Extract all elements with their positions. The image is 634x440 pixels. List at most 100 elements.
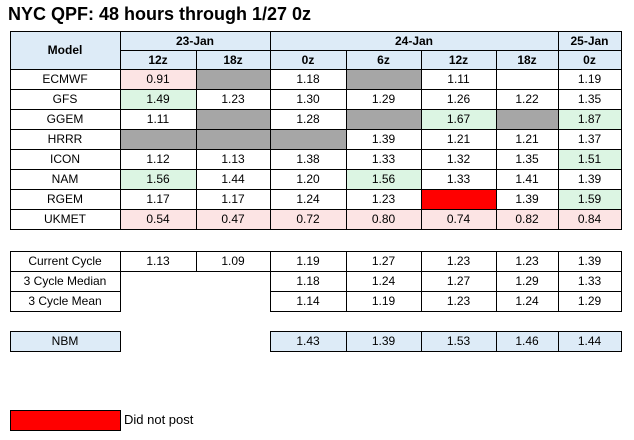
value-cell: 1.18 <box>269 68 347 90</box>
time-header: 6z <box>345 49 422 70</box>
value-cell: 1.53 <box>420 330 497 352</box>
value-cell: 1.59 <box>557 188 622 210</box>
value-cell: 1.27 <box>420 270 497 292</box>
date-header: 23-Jan <box>119 30 271 51</box>
legend-label: Did not post <box>124 412 194 427</box>
nbm-label: NBM <box>9 330 121 352</box>
model-name: ICON <box>9 148 121 170</box>
time-header: 0z <box>269 49 347 70</box>
value-cell: 1.17 <box>195 188 271 210</box>
value-cell: 1.28 <box>269 108 347 130</box>
value-cell: 1.67 <box>420 108 497 130</box>
value-cell: 1.30 <box>269 88 347 110</box>
value-cell: 1.09 <box>195 250 271 272</box>
value-cell: 1.24 <box>269 188 347 210</box>
missing-cell <box>269 128 347 150</box>
value-cell <box>420 188 497 210</box>
value-cell: 1.37 <box>557 128 622 150</box>
date-header: 25-Jan <box>557 30 622 51</box>
value-cell: 0.82 <box>495 208 559 230</box>
time-header: 0z <box>557 49 622 70</box>
value-cell: 1.14 <box>269 290 347 312</box>
summary-label: Current Cycle <box>9 250 121 272</box>
value-cell: 1.23 <box>345 188 422 210</box>
value-cell: 1.33 <box>420 168 497 190</box>
model-name: ECMWF <box>9 68 121 90</box>
value-cell: 1.29 <box>557 290 622 312</box>
value-cell: 1.87 <box>557 108 622 130</box>
missing-cell <box>195 128 271 150</box>
date-header: 24-Jan <box>269 30 559 51</box>
model-name: HRRR <box>9 128 121 150</box>
value-cell: 1.39 <box>495 188 559 210</box>
value-cell: 1.23 <box>195 88 271 110</box>
missing-cell <box>495 108 559 130</box>
value-cell: 1.38 <box>269 148 347 170</box>
time-header: 18z <box>195 49 271 70</box>
value-cell: 1.49 <box>119 88 197 110</box>
value-cell: 1.39 <box>557 250 622 272</box>
value-cell: 1.41 <box>495 168 559 190</box>
value-cell: 1.35 <box>495 148 559 170</box>
value-cell: 1.51 <box>557 148 622 170</box>
value-cell: 1.39 <box>557 168 622 190</box>
missing-cell <box>345 108 422 130</box>
missing-cell <box>195 68 271 90</box>
time-header: 12z <box>119 49 197 70</box>
value-cell: 1.46 <box>495 330 559 352</box>
time-header: 12z <box>420 49 497 70</box>
value-cell: 1.23 <box>420 290 497 312</box>
value-cell: 1.33 <box>345 148 422 170</box>
value-cell: 1.24 <box>495 290 559 312</box>
value-cell: 1.19 <box>557 68 622 90</box>
value-cell: 1.18 <box>269 270 347 292</box>
value-cell: 1.11 <box>119 108 197 130</box>
value-cell: 1.26 <box>420 88 497 110</box>
value-cell: 1.39 <box>345 330 422 352</box>
model-name: NAM <box>9 168 121 190</box>
value-cell: 1.44 <box>195 168 271 190</box>
value-cell: 1.21 <box>420 128 497 150</box>
model-name: RGEM <box>9 188 121 210</box>
value-cell: 0.84 <box>557 208 622 230</box>
missing-cell <box>345 68 422 90</box>
value-cell: 1.35 <box>557 88 622 110</box>
value-cell: 1.29 <box>345 88 422 110</box>
value-cell: 1.23 <box>420 250 497 272</box>
value-cell: 0.91 <box>119 68 197 90</box>
value-cell: 1.44 <box>557 330 622 352</box>
summary-label: 3 Cycle Median <box>9 270 121 292</box>
value-cell: 0.54 <box>119 208 197 230</box>
value-cell: 1.13 <box>119 250 197 272</box>
value-cell: 1.29 <box>495 270 559 292</box>
model-name: GFS <box>9 88 121 110</box>
model-header: Model <box>9 30 121 70</box>
empty-cell <box>495 68 559 90</box>
value-cell: 1.33 <box>557 270 622 292</box>
value-cell: 1.32 <box>420 148 497 170</box>
value-cell: 1.39 <box>345 128 422 150</box>
value-cell: 1.56 <box>345 168 422 190</box>
value-cell: 1.20 <box>269 168 347 190</box>
value-cell: 1.13 <box>195 148 271 170</box>
value-cell: 0.74 <box>420 208 497 230</box>
value-cell: 1.12 <box>119 148 197 170</box>
value-cell: 1.27 <box>345 250 422 272</box>
value-cell: 1.56 <box>119 168 197 190</box>
value-cell: 1.19 <box>345 290 422 312</box>
value-cell: 0.47 <box>195 208 271 230</box>
missing-cell <box>119 128 197 150</box>
value-cell: 1.11 <box>420 68 497 90</box>
title: NYC QPF: 48 hours through 1/27 0z <box>8 4 312 24</box>
time-header: 18z <box>495 49 559 70</box>
model-name: GGEM <box>9 108 121 130</box>
model-name: UKMET <box>9 208 121 230</box>
value-cell: 0.80 <box>345 208 422 230</box>
missing-cell <box>195 108 271 130</box>
value-cell: 1.43 <box>269 330 347 352</box>
value-cell: 1.21 <box>495 128 559 150</box>
value-cell: 0.72 <box>269 208 347 230</box>
value-cell: 1.23 <box>495 250 559 272</box>
legend-swatch <box>9 409 121 431</box>
